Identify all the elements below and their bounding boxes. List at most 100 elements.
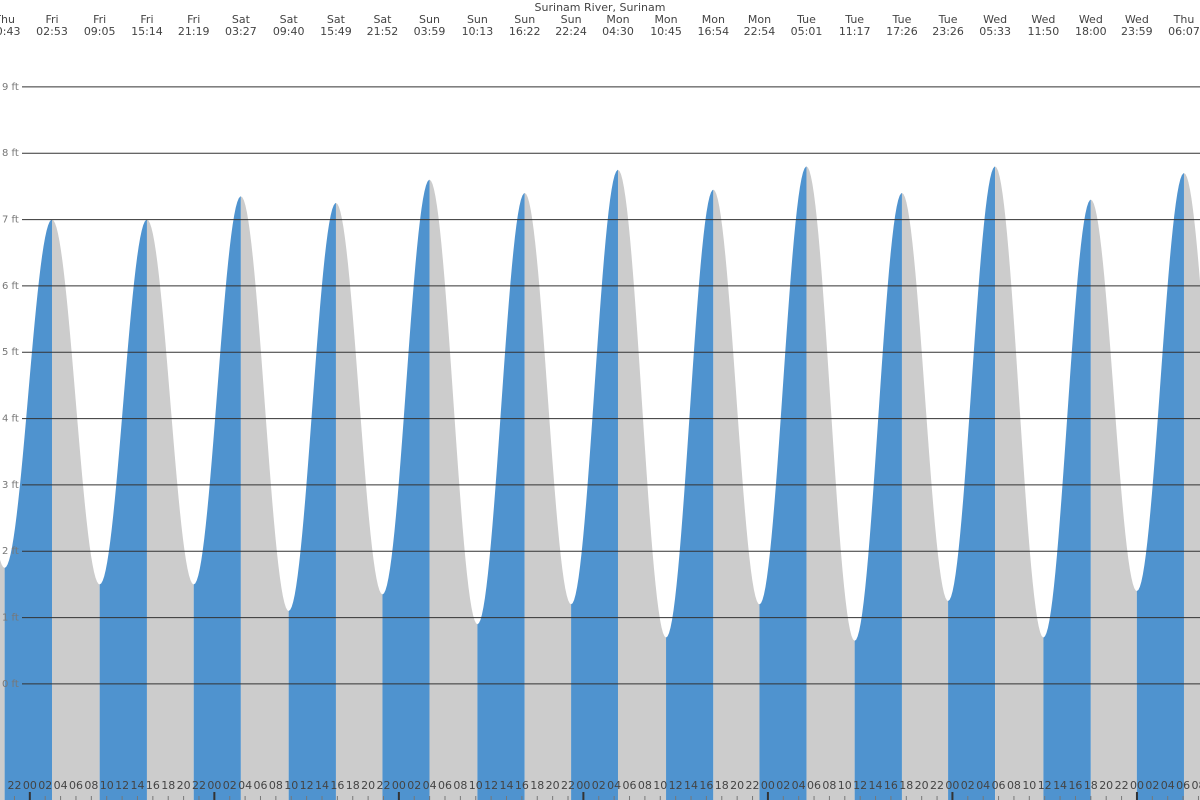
x-tick-label: 02 bbox=[407, 779, 421, 792]
extreme-day: Wed bbox=[1079, 13, 1103, 26]
x-tick-label: 06 bbox=[623, 779, 637, 792]
x-tick-label: 16 bbox=[330, 779, 344, 792]
x-tick-label: 20 bbox=[361, 779, 375, 792]
tide-area bbox=[240, 196, 289, 800]
tide-area bbox=[0, 559, 5, 800]
x-tick-label: 06 bbox=[69, 779, 83, 792]
tide-area bbox=[382, 179, 430, 800]
tide-area bbox=[1136, 173, 1184, 800]
x-tick-label: 16 bbox=[884, 779, 898, 792]
y-tick-label: 4 ft bbox=[2, 414, 19, 425]
x-tick-label: 20 bbox=[546, 779, 560, 792]
extreme-day: Sun bbox=[467, 13, 488, 26]
extreme-day: Fri bbox=[93, 13, 106, 26]
x-tick-label: 22 bbox=[746, 779, 760, 792]
extreme-time: 17:26 bbox=[886, 25, 918, 38]
extreme-time: 02:53 bbox=[36, 25, 68, 38]
x-tick-label: 14 bbox=[500, 779, 514, 792]
extreme-day: Mon bbox=[702, 13, 725, 26]
tide-area bbox=[666, 189, 714, 800]
extreme-day: Sat bbox=[327, 13, 346, 26]
extreme-time: 03:27 bbox=[225, 25, 257, 38]
x-tick-label: 14 bbox=[869, 779, 883, 792]
x-tick-label: 04 bbox=[1161, 779, 1175, 792]
extreme-time: 03:59 bbox=[414, 25, 446, 38]
x-tick-label: 12 bbox=[300, 779, 314, 792]
extreme-day: Wed bbox=[1031, 13, 1055, 26]
tide-area bbox=[995, 166, 1044, 800]
extreme-time: 05:01 bbox=[791, 25, 823, 38]
y-tick-label: 9 ft bbox=[2, 82, 19, 93]
extreme-day: Sat bbox=[232, 13, 251, 26]
extreme-time: 22:24 bbox=[555, 25, 587, 38]
tide-area bbox=[146, 219, 194, 800]
x-tick-label: 18 bbox=[1084, 779, 1098, 792]
x-tick-label: 02 bbox=[38, 779, 52, 792]
x-tick-label: 22 bbox=[192, 779, 206, 792]
extreme-time: 23:59 bbox=[1121, 25, 1153, 38]
x-tick-label: 00 bbox=[23, 779, 37, 792]
y-tick-label: 1 ft bbox=[2, 613, 19, 624]
x-tick-label: 06 bbox=[992, 779, 1006, 792]
extreme-day: Tue bbox=[892, 13, 912, 26]
extreme-time: 21:52 bbox=[367, 25, 399, 38]
x-tick-label: 20 bbox=[915, 779, 929, 792]
tide-area bbox=[901, 193, 949, 800]
x-tick-label: 02 bbox=[1145, 779, 1159, 792]
x-tick-label: 18 bbox=[530, 779, 544, 792]
x-tick-label: 06 bbox=[438, 779, 452, 792]
x-tick-label: 02 bbox=[961, 779, 975, 792]
x-tick-label: 16 bbox=[146, 779, 160, 792]
chart-title: Surinam River, Surinam bbox=[535, 1, 666, 14]
x-tick-label: 22 bbox=[930, 779, 944, 792]
x-tick-label: 14 bbox=[1053, 779, 1067, 792]
x-tick-label: 06 bbox=[807, 779, 821, 792]
y-tick-label: 8 ft bbox=[2, 148, 19, 159]
extreme-day: Sun bbox=[419, 13, 440, 26]
tide-area bbox=[1043, 199, 1091, 800]
x-tick-label: 06 bbox=[253, 779, 267, 792]
x-tick-label: 08 bbox=[638, 779, 652, 792]
x-tick-label: 00 bbox=[761, 779, 775, 792]
tide-area bbox=[1183, 173, 1200, 800]
extreme-day: Thu bbox=[1173, 13, 1195, 26]
x-tick-label: 12 bbox=[669, 779, 683, 792]
y-tick-label: 6 ft bbox=[2, 281, 19, 292]
extreme-time: 18:00 bbox=[1075, 25, 1107, 38]
extreme-time: 21:19 bbox=[178, 25, 210, 38]
x-tick-label: 02 bbox=[223, 779, 237, 792]
y-tick-label: 7 ft bbox=[2, 215, 19, 226]
x-tick-label: 04 bbox=[976, 779, 990, 792]
extreme-day: Tue bbox=[796, 13, 816, 26]
x-tick-label: 00 bbox=[392, 779, 406, 792]
extreme-day: Mon bbox=[606, 13, 629, 26]
x-tick-label: 16 bbox=[515, 779, 529, 792]
x-tick-label: 10 bbox=[1022, 779, 1036, 792]
extreme-time: 15:49 bbox=[320, 25, 352, 38]
x-tick-label: 10 bbox=[838, 779, 852, 792]
x-tick-label: 22 bbox=[376, 779, 390, 792]
x-tick-label: 16 bbox=[699, 779, 713, 792]
x-tick-label: 08 bbox=[822, 779, 836, 792]
tide-area bbox=[429, 179, 478, 800]
x-tick-label: 08 bbox=[1191, 779, 1200, 792]
extreme-day: Sat bbox=[280, 13, 299, 26]
x-tick-label: 20 bbox=[177, 779, 191, 792]
extreme-time: 16:22 bbox=[509, 25, 541, 38]
extreme-time: 04:30 bbox=[602, 25, 634, 38]
x-tick-label: 12 bbox=[1038, 779, 1052, 792]
x-tick-label: 08 bbox=[1007, 779, 1021, 792]
tide-area bbox=[524, 193, 572, 800]
tide-area bbox=[854, 193, 902, 800]
extreme-time: 09:05 bbox=[84, 25, 116, 38]
extreme-day: Fri bbox=[187, 13, 200, 26]
tide-area bbox=[4, 219, 52, 800]
x-tick-label: 12 bbox=[484, 779, 498, 792]
tide-area bbox=[99, 219, 147, 800]
x-tick-label: 10 bbox=[653, 779, 667, 792]
x-tick-label: 08 bbox=[84, 779, 98, 792]
extreme-time: 11:17 bbox=[839, 25, 871, 38]
x-tick-label: 16 bbox=[1068, 779, 1082, 792]
